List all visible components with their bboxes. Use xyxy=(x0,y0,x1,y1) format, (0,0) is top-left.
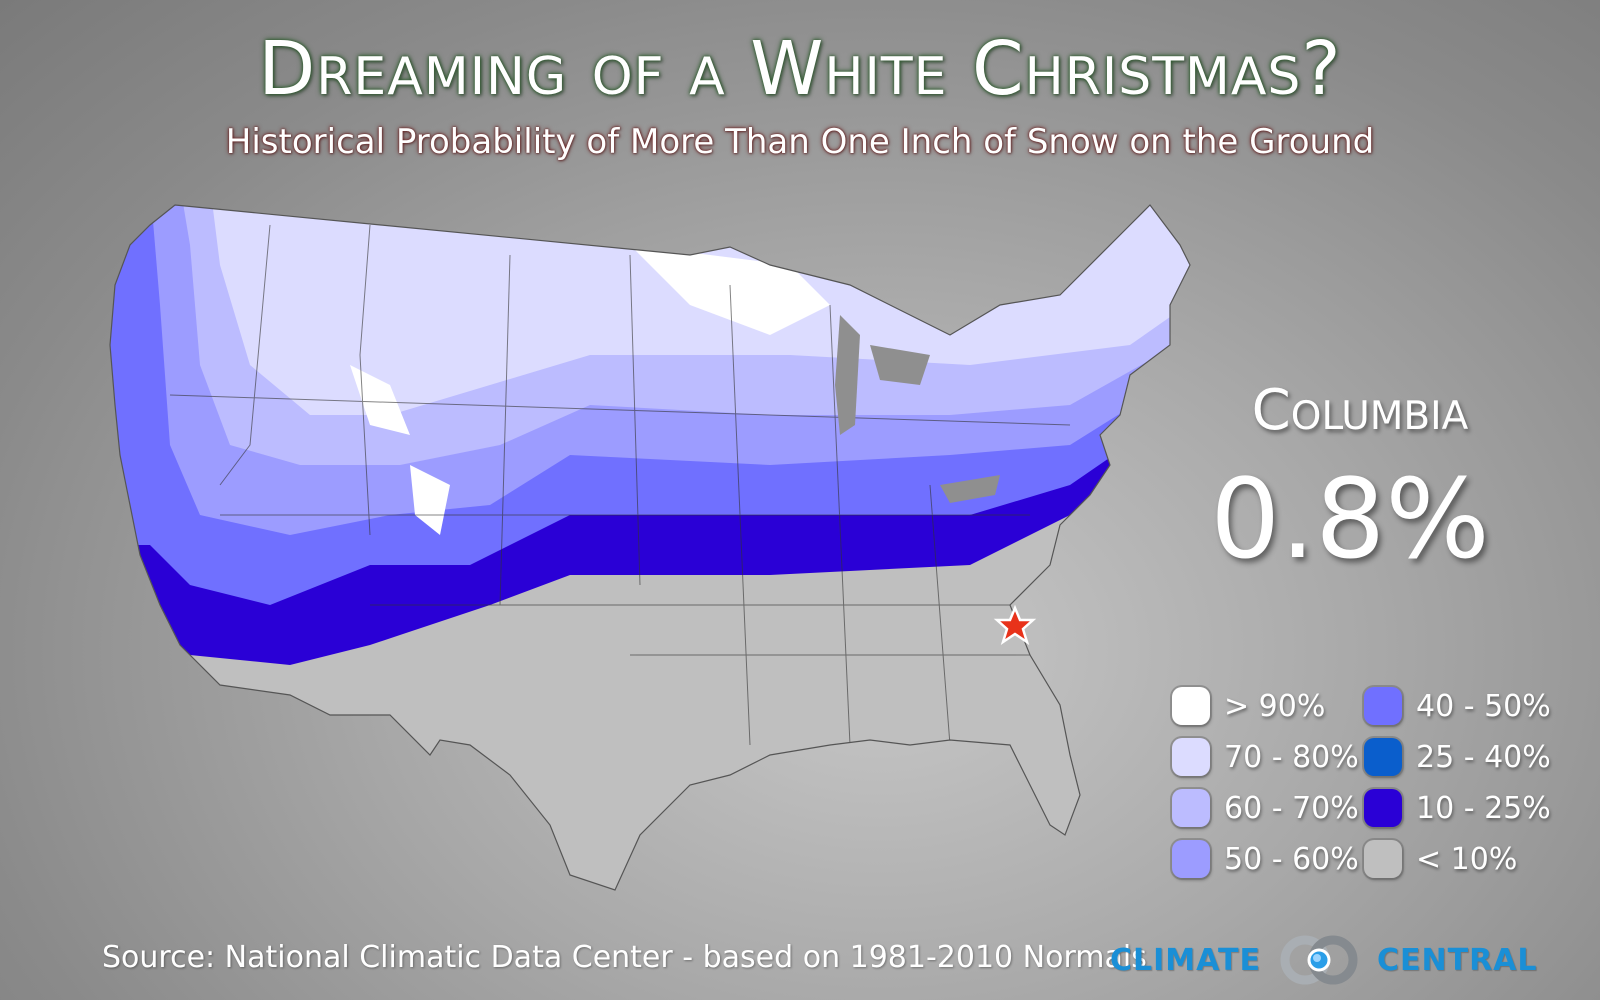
legend-label: 70 - 80% xyxy=(1224,739,1359,775)
legend-label: 40 - 50% xyxy=(1416,688,1551,724)
climate-central-logo: CLIMATE CENTRAL xyxy=(1110,935,1538,985)
legend-label: 25 - 40% xyxy=(1416,739,1551,775)
legend-item: < 10% xyxy=(1364,839,1517,879)
legend-label: 50 - 60% xyxy=(1224,841,1359,877)
legend-item: 40 - 50% xyxy=(1364,686,1551,726)
legend-swatch xyxy=(1364,840,1402,878)
us-snow-probability-map xyxy=(109,204,1191,891)
legend-item: 50 - 60% xyxy=(1172,839,1359,879)
legend-label: 10 - 25% xyxy=(1416,790,1551,826)
star-icon xyxy=(993,604,1037,645)
legend-swatch xyxy=(1364,789,1402,827)
legend-item: > 90% xyxy=(1172,686,1325,726)
logo-text-right: CENTRAL xyxy=(1377,942,1538,978)
logo-text-left: CLIMATE xyxy=(1110,942,1261,978)
legend-swatch xyxy=(1172,687,1210,725)
map-title: Dreaming of a White Christmas? xyxy=(258,26,1342,112)
logo-rings-icon xyxy=(1280,935,1358,985)
highlight-probability: 0.8% xyxy=(1210,455,1490,583)
legend-item: 10 - 25% xyxy=(1364,788,1551,828)
legend-swatch xyxy=(1172,840,1210,878)
map-subtitle: Historical Probability of More Than One … xyxy=(225,122,1375,162)
highlight-city: Columbia xyxy=(1251,378,1469,443)
legend-swatch xyxy=(1172,789,1210,827)
legend-swatch xyxy=(1364,738,1402,776)
legend-item: 70 - 80% xyxy=(1172,737,1359,777)
source-note: Source: National Climatic Data Center - … xyxy=(102,940,1147,975)
legend-swatch xyxy=(1172,738,1210,776)
legend-label: 60 - 70% xyxy=(1224,790,1359,826)
legend-swatch xyxy=(1364,687,1402,725)
legend-item: 25 - 40% xyxy=(1364,737,1551,777)
legend-label: > 90% xyxy=(1224,688,1326,724)
legend-label: < 10% xyxy=(1416,841,1518,877)
legend-item: 60 - 70% xyxy=(1172,788,1359,828)
